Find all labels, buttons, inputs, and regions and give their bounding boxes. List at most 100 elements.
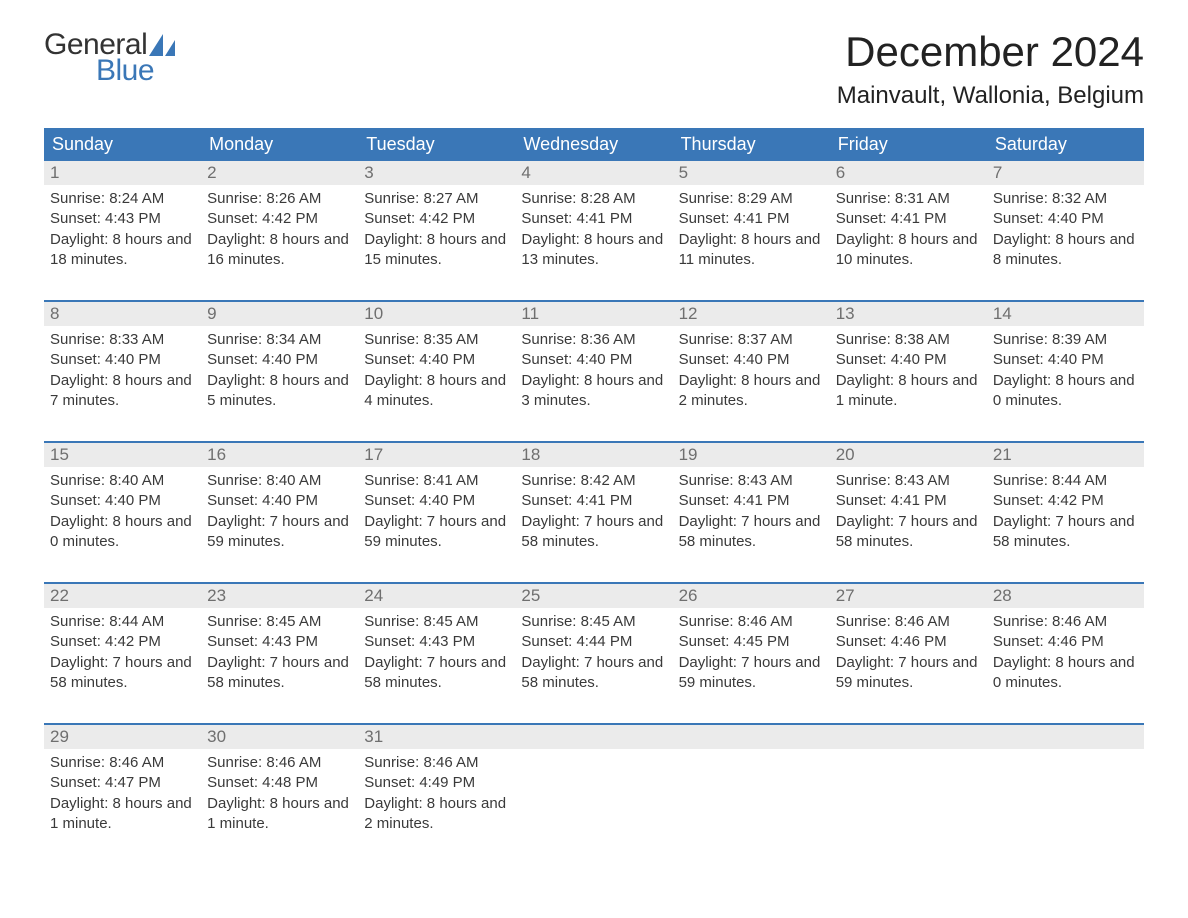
- daylight-line: Daylight: 7 hours and 58 minutes.: [679, 512, 824, 553]
- sunset-line: Sunset: 4:42 PM: [50, 632, 195, 652]
- daylight-line: Daylight: 8 hours and 2 minutes.: [679, 371, 824, 412]
- day-cell: [673, 749, 830, 858]
- sunrise-line: Sunrise: 8:43 AM: [836, 471, 981, 491]
- day-cell: [515, 749, 672, 858]
- daylight-line: Daylight: 8 hours and 1 minute.: [836, 371, 981, 412]
- day-number: [987, 725, 1144, 749]
- sunset-line: Sunset: 4:46 PM: [993, 632, 1138, 652]
- day-cell: Sunrise: 8:40 AMSunset: 4:40 PMDaylight:…: [44, 467, 201, 576]
- day-of-week-header: SundayMondayTuesdayWednesdayThursdayFrid…: [44, 128, 1144, 161]
- daylight-line: Daylight: 8 hours and 7 minutes.: [50, 371, 195, 412]
- day-number: 3: [358, 161, 515, 185]
- day-number: 8: [44, 302, 201, 326]
- day-cell: Sunrise: 8:46 AMSunset: 4:49 PMDaylight:…: [358, 749, 515, 858]
- sunrise-line: Sunrise: 8:29 AM: [679, 189, 824, 209]
- day-number: 18: [515, 443, 672, 467]
- day-cell: Sunrise: 8:41 AMSunset: 4:40 PMDaylight:…: [358, 467, 515, 576]
- sunset-line: Sunset: 4:40 PM: [993, 350, 1138, 370]
- sunrise-line: Sunrise: 8:37 AM: [679, 330, 824, 350]
- sunset-line: Sunset: 4:40 PM: [679, 350, 824, 370]
- sunrise-line: Sunrise: 8:46 AM: [836, 612, 981, 632]
- sunrise-line: Sunrise: 8:26 AM: [207, 189, 352, 209]
- day-cell: Sunrise: 8:32 AMSunset: 4:40 PMDaylight:…: [987, 185, 1144, 294]
- dow-cell: Friday: [830, 128, 987, 161]
- content-row: Sunrise: 8:33 AMSunset: 4:40 PMDaylight:…: [44, 326, 1144, 435]
- sunset-line: Sunset: 4:42 PM: [993, 491, 1138, 511]
- daylight-line: Daylight: 8 hours and 1 minute.: [50, 794, 195, 835]
- logo: General Blue: [44, 28, 175, 88]
- day-number: 1: [44, 161, 201, 185]
- sail-icon: [149, 34, 175, 56]
- day-cell: Sunrise: 8:46 AMSunset: 4:46 PMDaylight:…: [987, 608, 1144, 717]
- day-cell: Sunrise: 8:46 AMSunset: 4:48 PMDaylight:…: [201, 749, 358, 858]
- sunrise-line: Sunrise: 8:24 AM: [50, 189, 195, 209]
- daylight-line: Daylight: 7 hours and 58 minutes.: [521, 512, 666, 553]
- sunrise-line: Sunrise: 8:44 AM: [993, 471, 1138, 491]
- daylight-line: Daylight: 7 hours and 58 minutes.: [521, 653, 666, 694]
- sunrise-line: Sunrise: 8:31 AM: [836, 189, 981, 209]
- day-cell: Sunrise: 8:38 AMSunset: 4:40 PMDaylight:…: [830, 326, 987, 435]
- daylight-line: Daylight: 7 hours and 59 minutes.: [836, 653, 981, 694]
- day-cell: Sunrise: 8:46 AMSunset: 4:45 PMDaylight:…: [673, 608, 830, 717]
- day-number: 15: [44, 443, 201, 467]
- daylight-line: Daylight: 8 hours and 0 minutes.: [993, 371, 1138, 412]
- sunrise-line: Sunrise: 8:27 AM: [364, 189, 509, 209]
- day-number: 16: [201, 443, 358, 467]
- day-number: 25: [515, 584, 672, 608]
- daylight-line: Daylight: 8 hours and 8 minutes.: [993, 230, 1138, 271]
- sunset-line: Sunset: 4:41 PM: [679, 491, 824, 511]
- day-number: 13: [830, 302, 987, 326]
- day-cell: Sunrise: 8:26 AMSunset: 4:42 PMDaylight:…: [201, 185, 358, 294]
- sunset-line: Sunset: 4:40 PM: [207, 350, 352, 370]
- day-number: 26: [673, 584, 830, 608]
- day-number: 29: [44, 725, 201, 749]
- sunset-line: Sunset: 4:43 PM: [50, 209, 195, 229]
- daylight-line: Daylight: 7 hours and 58 minutes.: [50, 653, 195, 694]
- sunset-line: Sunset: 4:48 PM: [207, 773, 352, 793]
- sunset-line: Sunset: 4:41 PM: [521, 209, 666, 229]
- sunset-line: Sunset: 4:43 PM: [364, 632, 509, 652]
- sunset-line: Sunset: 4:41 PM: [836, 491, 981, 511]
- week-block: 22232425262728Sunrise: 8:44 AMSunset: 4:…: [44, 582, 1144, 717]
- sunset-line: Sunset: 4:41 PM: [679, 209, 824, 229]
- sunrise-line: Sunrise: 8:32 AM: [993, 189, 1138, 209]
- week-block: 293031Sunrise: 8:46 AMSunset: 4:47 PMDay…: [44, 723, 1144, 858]
- day-number: 14: [987, 302, 1144, 326]
- sunset-line: Sunset: 4:45 PM: [679, 632, 824, 652]
- day-cell: Sunrise: 8:31 AMSunset: 4:41 PMDaylight:…: [830, 185, 987, 294]
- daylight-line: Daylight: 8 hours and 1 minute.: [207, 794, 352, 835]
- daylight-line: Daylight: 8 hours and 3 minutes.: [521, 371, 666, 412]
- day-number: 2: [201, 161, 358, 185]
- content-row: Sunrise: 8:24 AMSunset: 4:43 PM Daylight:…: [44, 185, 1144, 294]
- day-cell: Sunrise: 8:28 AMSunset: 4:41 PMDaylight:…: [515, 185, 672, 294]
- daylight-line: Daylight: 7 hours and 58 minutes.: [836, 512, 981, 553]
- sunset-line: Sunset: 4:40 PM: [836, 350, 981, 370]
- day-number: [515, 725, 672, 749]
- day-cell: Sunrise: 8:27 AMSunset: 4:42 PMDaylight:…: [358, 185, 515, 294]
- day-cell: [830, 749, 987, 858]
- day-number: 20: [830, 443, 987, 467]
- daynum-row: 293031: [44, 725, 1144, 749]
- dow-cell: Wednesday: [515, 128, 672, 161]
- day-number: 12: [673, 302, 830, 326]
- daylight-line: Daylight: 7 hours and 58 minutes.: [207, 653, 352, 694]
- sunrise-line: Sunrise: 8:35 AM: [364, 330, 509, 350]
- sunrise-line: Sunrise: 8:28 AM: [521, 189, 666, 209]
- sunset-line: Sunset: 4:42 PM: [207, 209, 352, 229]
- sunrise-line: Sunrise: 8:46 AM: [50, 753, 195, 773]
- daynum-row: 15161718192021: [44, 443, 1144, 467]
- daylight-line: Daylight: 8 hours and 16 minutes.: [207, 230, 352, 271]
- day-cell: Sunrise: 8:46 AMSunset: 4:47 PMDaylight:…: [44, 749, 201, 858]
- day-cell: Sunrise: 8:46 AMSunset: 4:46 PMDaylight:…: [830, 608, 987, 717]
- sunrise-line: Sunrise: 8:39 AM: [993, 330, 1138, 350]
- daylight-line: Daylight: 8 hours and 5 minutes.: [207, 371, 352, 412]
- calendar: SundayMondayTuesdayWednesdayThursdayFrid…: [44, 128, 1144, 858]
- week-block: 891011121314Sunrise: 8:33 AMSunset: 4:40…: [44, 300, 1144, 435]
- day-number: 10: [358, 302, 515, 326]
- sunset-line: Sunset: 4:40 PM: [207, 491, 352, 511]
- day-cell: Sunrise: 8:39 AMSunset: 4:40 PMDaylight:…: [987, 326, 1144, 435]
- sunset-line: Sunset: 4:40 PM: [364, 350, 509, 370]
- content-row: Sunrise: 8:40 AMSunset: 4:40 PMDaylight:…: [44, 467, 1144, 576]
- daylight-line: Daylight: 8 hours and 0 minutes.: [993, 653, 1138, 694]
- day-number: 30: [201, 725, 358, 749]
